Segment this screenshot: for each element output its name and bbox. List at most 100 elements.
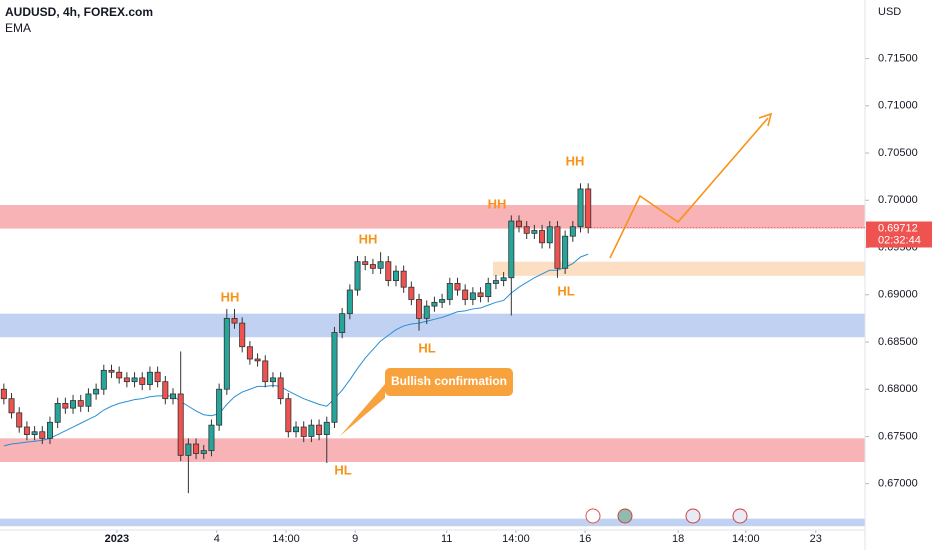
y-tick-label: 0.71500 [878,52,918,64]
candle-body [439,299,446,303]
event-icon[interactable] [617,508,633,524]
candle-body [123,377,130,383]
annotation: HL [334,462,351,477]
indicator-label: EMA [5,21,31,35]
candle-body [331,332,338,423]
candle-body [423,305,430,319]
candle-body [8,398,15,414]
annotation: HH [221,289,240,304]
candle-body [546,226,553,244]
ema-line [3,253,589,447]
candle-body [362,261,369,265]
symbol-title: AUDUSD, 4h, FOREX.com [5,5,153,19]
candle-body [562,235,569,269]
candle-body [131,377,138,383]
candle-body [231,317,238,324]
candle-body [585,188,592,228]
candle-body [39,431,46,439]
x-tick-label: 2023 [105,533,129,545]
candle-body [154,371,161,383]
candle-body [200,450,207,454]
price-tag [866,221,932,248]
candle-body [185,443,192,456]
event-icon[interactable] [685,508,701,524]
candle-body [500,277,507,281]
candle-body [516,220,523,228]
candle-body [0,388,7,400]
candle-body [346,289,353,315]
candle-body [54,403,61,423]
annotation: HH [488,196,507,211]
candle-body [285,398,292,433]
candle-body [323,421,330,435]
candle-body [139,377,146,385]
arrow-head [758,112,773,127]
candle-body [400,270,407,288]
candle-body [531,230,538,234]
currency-label: USD [878,6,901,18]
candle-body [70,400,77,409]
candle-body [146,371,153,385]
y-tick-label: 0.69000 [878,289,918,301]
candle-body [431,301,438,307]
candle-body [116,371,123,379]
candle-body [477,292,484,298]
candle-body [339,313,346,333]
zone [0,518,865,527]
candle-body [293,426,300,433]
y-tick-label: 0.68000 [878,383,918,395]
candle-body [523,226,530,234]
candle-body [554,226,561,269]
candle-body [177,393,184,456]
candle-body [385,261,392,281]
y-tick-label: 0.70500 [878,147,918,159]
annotation: HH [359,231,378,246]
candle-body [392,270,399,281]
candle-body [16,412,23,428]
candle-body [77,400,84,407]
x-tick-label: 18 [672,533,684,545]
candle-body [446,283,453,300]
candle-body [569,226,576,237]
x-tick-label: 14:00 [272,533,300,545]
zone [493,261,865,276]
countdown: 02:32:44 [878,234,921,246]
event-icon[interactable] [585,508,601,524]
y-tick-label: 0.68500 [878,336,918,348]
candle-body [62,403,69,409]
annotation: HH [566,153,585,168]
y-tick-label: 0.67500 [878,430,918,442]
callout-text: Bullish confirmation [391,374,507,388]
candle-body [93,388,100,395]
candle-body [469,292,476,300]
candle-body [539,230,546,244]
candle-body [308,424,315,437]
x-tick-label: 4 [214,533,220,545]
last-price: 0.69712 [878,222,918,234]
candle-body [462,289,469,300]
candle-body [577,188,584,228]
y-tick-label: 0.71000 [878,100,918,112]
event-icon[interactable] [732,508,748,524]
candle-body [377,261,384,269]
y-tick-label: 0.70000 [878,194,918,206]
x-tick-label: 23 [810,533,822,545]
candle-body [85,393,92,407]
x-tick-label: 16 [579,533,591,545]
candle-body [408,286,415,300]
candle-body [193,443,200,454]
candle-body [416,299,423,319]
zone [0,205,865,229]
annotation: HL [418,340,435,355]
x-tick-label: 9 [352,533,358,545]
candle-body [239,322,246,348]
x-tick-label: 14:00 [732,533,760,545]
callout [340,368,513,436]
candle-body [100,369,107,390]
candle-body [169,393,176,400]
x-tick-label: 11 [441,533,452,545]
candle-body [316,424,323,435]
candle-body [454,283,461,291]
candle-body [492,280,499,284]
